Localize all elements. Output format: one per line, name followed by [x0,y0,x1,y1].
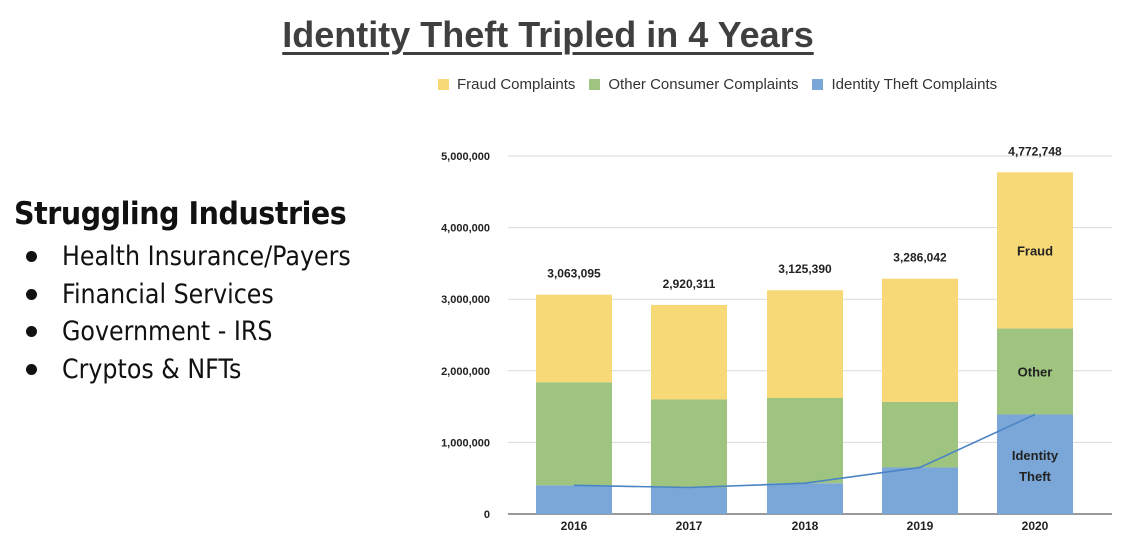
legend-swatch-fraud [438,79,449,90]
identity-trend-line [573,413,1036,489]
industry-label: Government - IRS [62,316,273,348]
bar-segment-other [997,328,1073,415]
bar-segment-other [651,399,727,488]
bar-segment-fraud [767,290,843,399]
list-item: Health Insurance/Payers [14,238,390,276]
bar-segment-other [767,398,843,484]
x-tick-label: 2019 [907,519,934,533]
segment-label-identity: Theft [1019,469,1051,484]
bar-segment-other [536,382,612,486]
legend-swatch-other [589,79,601,90]
bar-total-label: 4,772,748 [1008,144,1062,158]
legend-swatch-identity [812,79,824,90]
bar-total-label: 3,063,095 [547,267,601,281]
segment-label-fraud: Fraud [1017,243,1053,258]
segment-label-identity: Identity [1012,448,1059,463]
bar-segment-identity [536,485,612,514]
bar-segment-identity [651,487,727,514]
segment-label-other: Other [1018,365,1053,380]
bullet-icon [26,363,37,375]
y-tick-label: 5,000,000 [441,151,490,163]
bullet-icon [26,326,37,338]
legend-label-fraud: Fraud Complaints [457,76,576,93]
industry-label: Cryptos & NFTs [62,353,242,385]
x-tick-label: 2016 [561,519,588,533]
legend-item-other: Other Consumer Complaints [589,76,798,93]
y-tick-label: 1,000,000 [441,437,490,449]
bar-segment-fraud [536,294,612,383]
list-item: Cryptos & NFTs [14,351,390,389]
y-tick-label: 2,000,000 [441,366,490,378]
industry-label: Health Insurance/Payers [62,241,351,273]
legend-item-fraud: Fraud Complaints [438,76,575,93]
x-tick-label: 2017 [676,519,703,533]
bar-total-label: 3,286,042 [893,251,947,265]
list-item: Government - IRS [14,313,390,351]
y-tick-label: 0 [484,509,490,521]
bar-segment-fraud [997,172,1073,329]
y-tick-label: 4,000,000 [441,223,490,235]
bar-total-label: 2,920,311 [663,277,716,291]
industry-label: Financial Services [62,278,274,310]
x-tick-label: 2020 [1022,519,1049,533]
legend-label-other: Other Consumer Complaints [608,76,799,93]
industries-heading: Struggling Industries [14,196,347,232]
bar-segment-identity [767,483,843,514]
bullet-icon [26,288,37,300]
x-tick-label: 2018 [792,519,819,533]
list-item: Financial Services [14,276,390,314]
y-tick-label: 3,000,000 [441,294,490,306]
bar-segment-identity [997,414,1073,514]
bar-total-label: 3,125,390 [778,262,832,276]
industries-list: Health Insurance/Payers Financial Servic… [14,238,390,388]
bar-segment-fraud [882,278,958,402]
bar-segment-fraud [651,304,727,400]
legend-item-identity: Identity Theft Complaints [812,76,997,93]
bar-segment-identity [882,467,958,514]
legend-label-identity: Identity Theft Complaints [831,76,998,93]
industries-panel: Struggling Industries Health Insurance/P… [14,196,390,388]
chart-legend: Fraud Complaints Other Consumer Complain… [438,76,1011,93]
bullet-icon [26,251,37,263]
bar-segment-other [882,401,958,468]
page-title: Identity Theft Tripled in 4 Years [282,14,814,55]
